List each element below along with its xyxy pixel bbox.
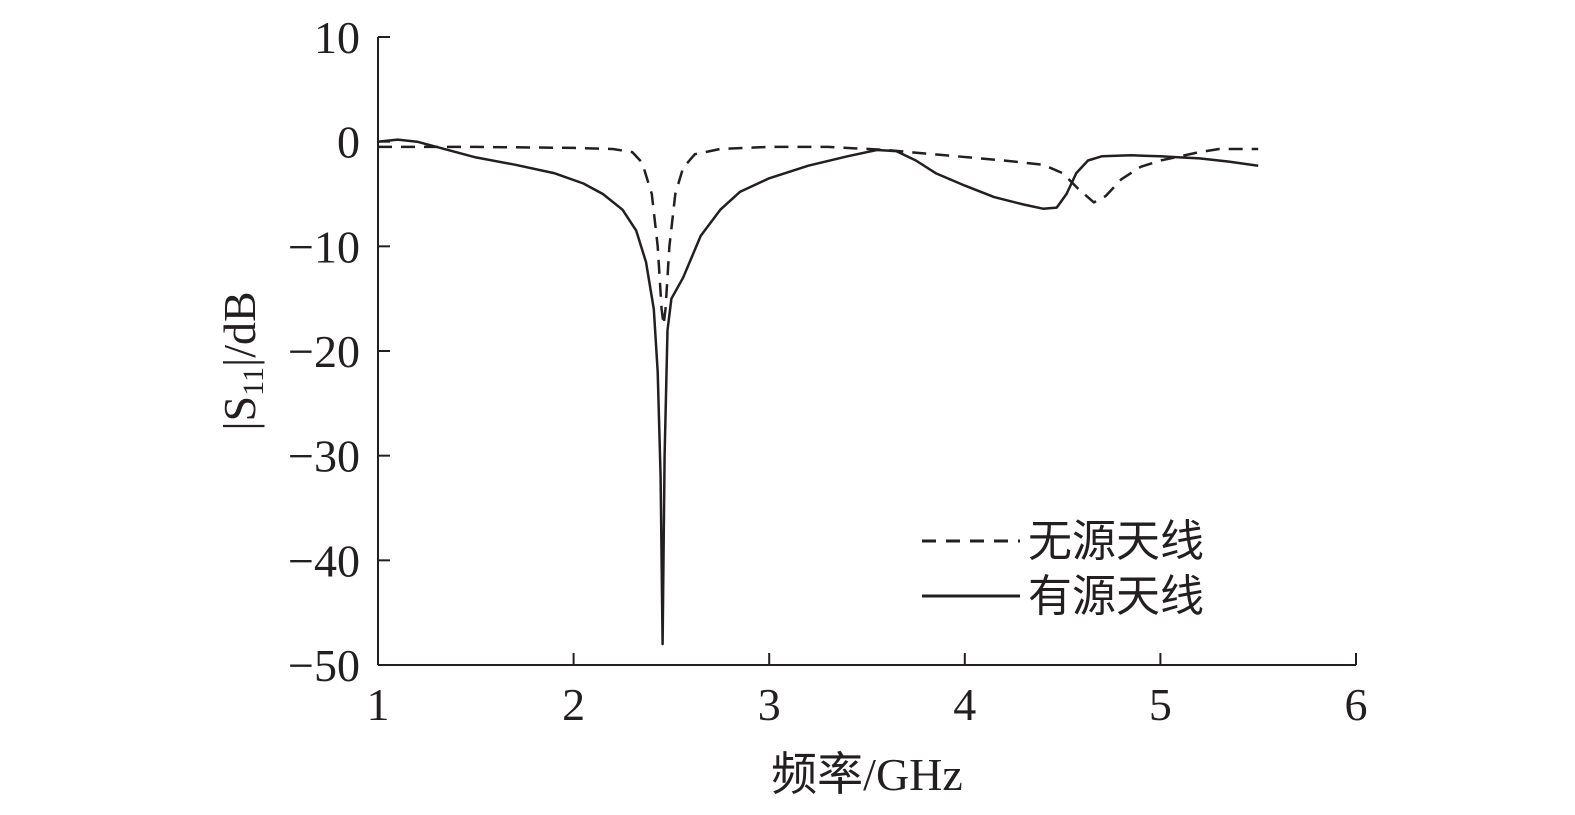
x-tick-label: 6: [1345, 679, 1368, 730]
x-tick-label: 1: [367, 679, 390, 730]
y-axis-title: |S11|/dB: [214, 291, 270, 430]
y-tick-label: −50: [288, 640, 360, 691]
y-tick-label: −20: [288, 326, 360, 377]
y-tick-label: 10: [314, 12, 360, 63]
series-lines: [377, 138, 1259, 646]
axes: [377, 37, 1356, 666]
y-tick-label: −30: [288, 431, 360, 482]
series-line-active: [377, 138, 1259, 646]
y-tick-label: −10: [288, 221, 360, 272]
tick-labels: 1 2 3 4 5 6 10 0 −10 −20 −30 −40 −50: [288, 12, 1367, 730]
y-tick-label: 0: [337, 117, 360, 168]
legend: 无源天线 有源天线: [922, 517, 1204, 621]
y-axis-title-suffix: |/dB: [214, 291, 265, 367]
y-axis-title-subscript: 11: [237, 367, 270, 396]
x-tick-label: 4: [953, 679, 976, 730]
legend-label-active: 有源天线: [1028, 572, 1204, 621]
y-tick-label: −40: [288, 535, 360, 586]
y-axis-title-prefix: |S: [214, 396, 265, 431]
series-line-passive: [378, 145, 1259, 327]
x-tick-label: 2: [562, 679, 585, 730]
x-tick-label: 3: [758, 679, 781, 730]
legend-label-passive: 无源天线: [1028, 517, 1204, 566]
tick-marks: [377, 36, 1357, 666]
x-axis-title: 频率/GHz: [771, 749, 963, 800]
x-tick-label: 5: [1149, 679, 1172, 730]
